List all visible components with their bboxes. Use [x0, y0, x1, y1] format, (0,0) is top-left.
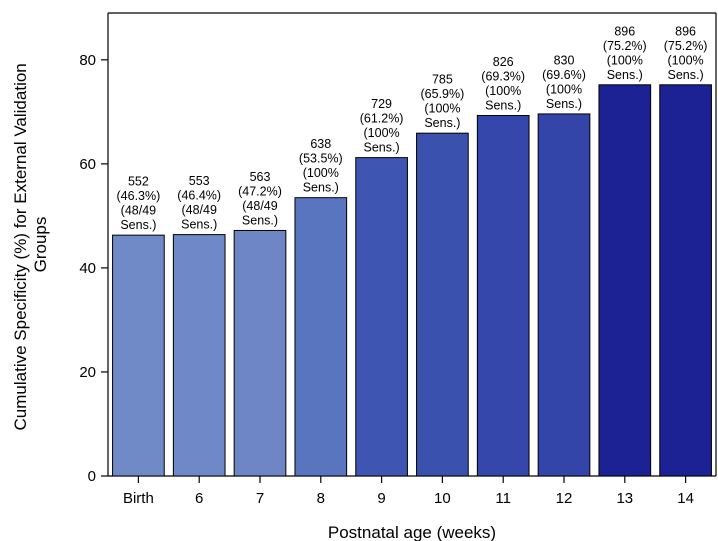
bar [112, 234, 165, 477]
x-tick-label: 6 [195, 490, 203, 507]
bar [294, 197, 348, 477]
x-tick-label: 8 [317, 490, 325, 507]
y-axis-title-line-1: Cumulative Specificity (%) for External … [11, 63, 30, 430]
x-tick-label: 7 [256, 490, 264, 507]
bar-data-label-line: 830 [554, 53, 575, 67]
x-axis: Birth 6 7 8 9 10 11 12 13 14 [123, 476, 694, 507]
bar-data-label-line: 896 [675, 24, 696, 38]
bar-data-label-line: (48/49 [181, 203, 216, 217]
bar-data-label-line: (100% [607, 53, 643, 67]
bar-data-label-line: (100% [424, 102, 460, 116]
bar-data-label-line: (48/49 [121, 204, 156, 218]
bar-data-label-line: Sens.) [546, 97, 582, 111]
bar-data-label: 785 (65.9%) (100% Sens.) [421, 73, 465, 130]
y-tick-label: 80 [79, 52, 96, 69]
bar-data-label-line: Sens.) [607, 68, 643, 82]
bar-data-label-line: (53.5%) [299, 152, 343, 166]
bar [416, 132, 469, 477]
y-tick-label: 0 [88, 468, 96, 485]
y-axis-title-line-2: Groups [31, 217, 50, 273]
bars-group [112, 84, 712, 477]
y-axis-title: Cumulative Specificity (%) for External … [11, 59, 50, 431]
bar [233, 229, 287, 477]
x-tick-label: 13 [616, 490, 633, 507]
bar-data-label: 553 (46.4%) (48/49 Sens.) [177, 174, 221, 232]
bar-data-label-line: 563 [250, 170, 271, 184]
bar [172, 234, 226, 477]
bar-data-label-line: (100% [303, 166, 339, 180]
bar-data-label: 830 (69.6%) (100% Sens.) [542, 53, 586, 111]
bar-data-label: 896 (75.2%) (100% Sens.) [603, 24, 647, 81]
x-axis-title: Postnatal age (weeks) [328, 523, 496, 541]
bar-data-label: 826 (69.3%) (100% Sens.) [481, 55, 525, 113]
bar [598, 84, 652, 477]
bar-data-label-line: (100% [668, 53, 704, 67]
bar-labels-group: 552 (46.3%) (48/49 Sens.)553 (46.4%) (48/49 Se… [117, 24, 708, 232]
bar [355, 157, 408, 477]
bar-data-label-line: (100% [485, 84, 521, 98]
bar-data-label-line: (100% [546, 82, 582, 96]
bar-data-label-line: (46.4%) [177, 189, 221, 203]
bar-data-label-line: (48/49 [242, 199, 277, 213]
bar [659, 84, 712, 477]
bar-data-label-line: Sens.) [242, 213, 278, 227]
x-tick-label: Birth [123, 490, 154, 507]
bar-data-label-line: 785 [432, 73, 453, 87]
x-tick-label: 14 [677, 490, 694, 507]
bar-data-label-line: (69.6%) [542, 68, 586, 82]
bar-data-label-line: Sens.) [424, 116, 460, 130]
bar-data-label-line: 638 [310, 137, 331, 151]
bar-data-label-line: (75.2%) [664, 39, 708, 53]
x-tick-label: 12 [556, 490, 573, 507]
x-tick-label: 11 [495, 490, 511, 507]
bar-data-label-line: (46.3%) [117, 189, 161, 203]
bar-data-label: 729 (61.2%) (100% Sens.) [360, 97, 404, 154]
bar-data-label-line: Sens.) [485, 98, 521, 112]
y-tick-label: 20 [79, 364, 96, 381]
x-tick-label: 10 [434, 490, 451, 507]
bar [476, 114, 530, 477]
bar-data-label-line: 553 [189, 174, 210, 188]
bar-data-label-line: 729 [371, 97, 392, 111]
y-axis: 0 20 40 60 80 [79, 52, 108, 485]
bar-data-label: 563 (47.2%) (48/49 Sens.) [238, 170, 282, 228]
bar-data-label-line: Sens.) [181, 218, 217, 232]
bar [537, 113, 591, 477]
bar-data-label-line: 552 [128, 175, 149, 189]
y-tick-label: 40 [79, 260, 96, 277]
bar-data-label-line: Sens.) [303, 181, 339, 195]
bar-data-label-line: (61.2%) [360, 112, 404, 126]
bar-data-label-line: (75.2%) [603, 39, 647, 53]
bar-data-label: 552 (46.3%) (48/49 Sens.) [117, 175, 161, 233]
bar-data-label: 638 (53.5%) (100% Sens.) [299, 137, 343, 195]
bar-data-label-line: (69.3%) [481, 69, 525, 83]
bar-data-label-line: Sens.) [120, 218, 156, 232]
bar-data-label-line: (100% [364, 126, 400, 140]
bar-data-label-line: (65.9%) [421, 87, 465, 101]
bar-data-label-line: Sens.) [364, 141, 400, 155]
bar-data-label: 896 (75.2%) (100% Sens.) [664, 24, 708, 81]
x-tick-label: 9 [377, 490, 385, 507]
y-tick-label: 60 [79, 156, 96, 173]
bar-data-label-line: 826 [493, 55, 514, 69]
bar-data-label-line: (47.2%) [238, 184, 282, 198]
bar-data-label-line: 896 [614, 24, 635, 38]
bar-data-label-line: Sens.) [668, 68, 704, 82]
